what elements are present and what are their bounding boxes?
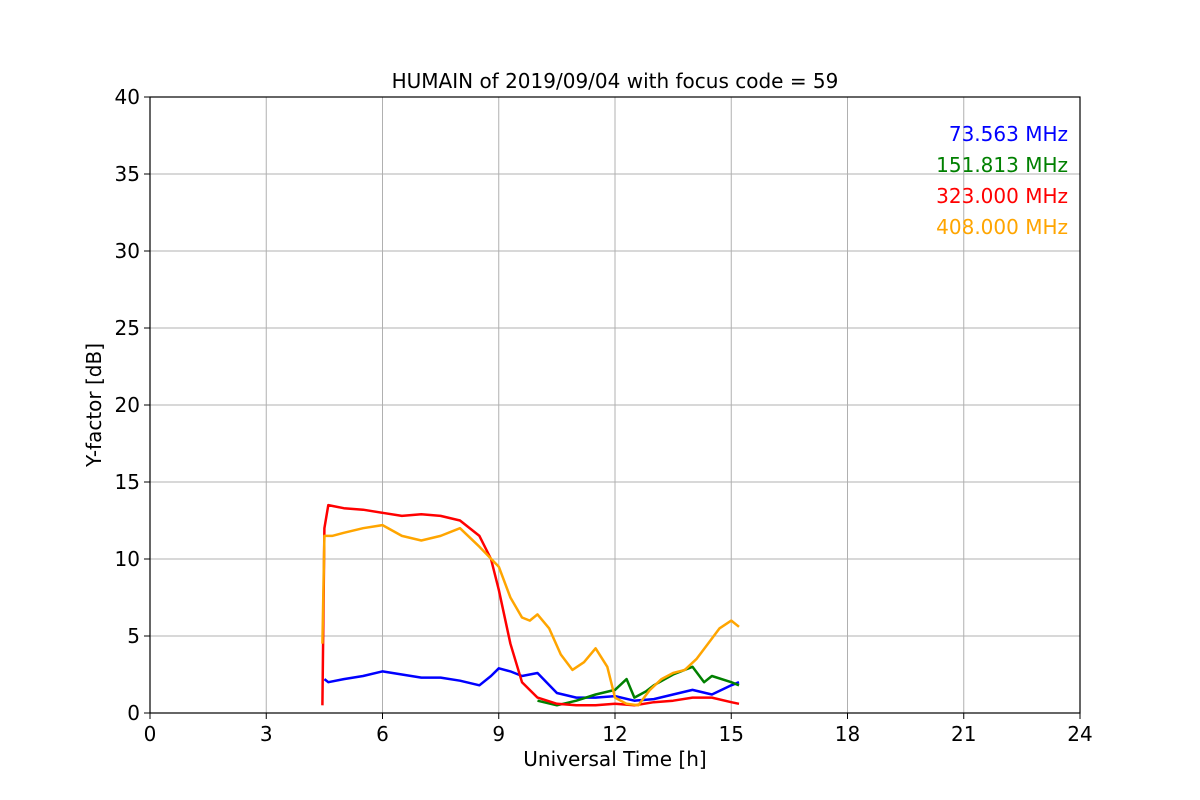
x-axis-label: Universal Time [h]	[523, 747, 706, 771]
y-tick-label: 25	[115, 316, 140, 340]
series-line-151-813-mhz	[537, 665, 740, 707]
legend-entry: 408.000 MHz	[936, 215, 1068, 239]
legend: 73.563 MHz 151.813 MHz 323.000 MHz 408.000 …	[936, 122, 1068, 239]
y-tick-label: 30	[115, 239, 140, 263]
legend-entry: 73.563 MHz	[949, 122, 1068, 146]
y-tick-label: 0	[127, 701, 140, 725]
y-tick-label: 20	[115, 393, 140, 417]
series-line-73-563-mhz	[323, 667, 740, 702]
y-tick-label: 10	[115, 547, 140, 571]
series-line-323-000-mhz	[321, 503, 740, 707]
y-axis-label: Y-factor [dB]	[82, 343, 106, 468]
x-tick-label: 15	[719, 722, 744, 746]
y-tick-label: 35	[115, 162, 140, 186]
x-tick-label: 24	[1067, 722, 1092, 746]
legend-entry: 151.813 MHz	[936, 153, 1068, 177]
x-tick-label: 21	[951, 722, 976, 746]
x-tick-label: 3	[260, 722, 273, 746]
x-tick-label: 12	[602, 722, 627, 746]
series-line-408-000-mhz	[321, 523, 740, 707]
axis-ticks: 0 3 6 9 12 15 18 21 24 0 5 10 15 20 25 30 35 40	[115, 85, 1093, 746]
x-tick-label: 18	[835, 722, 860, 746]
legend-entry: 323.000 MHz	[936, 184, 1068, 208]
series-layer	[321, 503, 740, 707]
x-tick-label: 0	[144, 722, 157, 746]
y-tick-label: 40	[115, 85, 140, 109]
chart-title: HUMAIN of 2019/09/04 with focus code = 5…	[392, 69, 839, 93]
y-tick-label: 15	[115, 470, 140, 494]
y-tick-label: 5	[127, 624, 140, 648]
x-tick-label: 9	[492, 722, 505, 746]
x-tick-label: 6	[376, 722, 389, 746]
